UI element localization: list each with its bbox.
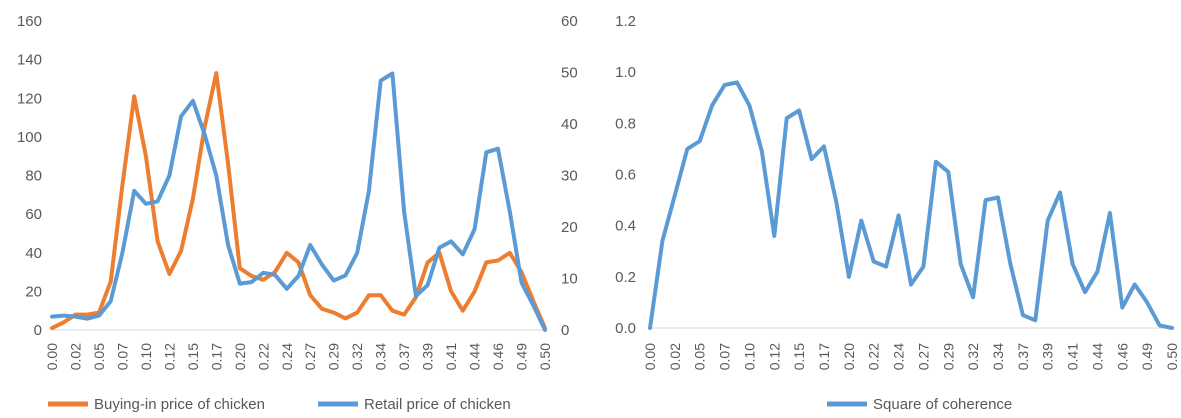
x-tick-label: 0.49: [514, 343, 530, 370]
y-tick-label: 0.2: [615, 269, 636, 286]
x-tick-label: 0.34: [990, 343, 1006, 370]
x-tick-label: 0.50: [537, 343, 553, 370]
x-tick-label: 0.24: [279, 343, 295, 370]
x-tick-label: 0.24: [891, 343, 907, 370]
x-tick-label: 0.15: [791, 343, 807, 370]
y-tick-label: 0.6: [615, 167, 636, 184]
series-line-buying-in-price: [50, 71, 547, 331]
x-tick-label: 0.07: [114, 343, 130, 370]
x-tick-label: 0.46: [1114, 343, 1130, 370]
x-tick-label: 0.05: [692, 343, 708, 370]
x-tick-label: 0.32: [965, 343, 981, 370]
legend-label: Buying-in price of chicken: [94, 396, 265, 413]
x-tick-label: 0.12: [766, 343, 782, 370]
y-right-tick-label: 60: [561, 13, 578, 30]
y-right-tick-label: 10: [561, 271, 578, 288]
y-left-tick-label: 60: [25, 206, 42, 223]
y-left-tick-label: 0: [34, 322, 42, 339]
y-left-tick-label: 40: [25, 245, 42, 262]
y-tick-label: 1.0: [615, 64, 636, 81]
x-tick-label: 0.27: [915, 343, 931, 370]
y-tick-label: 1.2: [615, 13, 636, 30]
x-tick-label: 0.00: [44, 343, 60, 370]
y-right-tick-label: 20: [561, 219, 578, 236]
x-tick-label: 0.05: [91, 343, 107, 370]
y-left-tick-label: 20: [25, 283, 42, 300]
x-tick-label: 0.12: [161, 343, 177, 370]
x-tick-label: 0.44: [467, 343, 483, 370]
x-tick-label: 0.02: [67, 343, 83, 370]
chart-coherence: 0.0 0.2 0.4 0.6 0.8 1.0 1.2 0.00 0.02 0.05 0.07 0.1…: [615, 13, 1180, 413]
x-tick-label: 0.15: [185, 343, 201, 370]
y-left-tick-label: 140: [17, 52, 42, 69]
y-right-tick-label: 50: [561, 65, 578, 82]
x-tick-label: 0.22: [866, 343, 882, 370]
y-tick-label: 0.8: [615, 115, 636, 132]
x-tick-label: 0.22: [255, 343, 271, 370]
x-tick-label: 0.39: [1040, 343, 1056, 370]
series-line-coherence: [648, 80, 1174, 330]
series-line-retail-price: [50, 71, 547, 332]
y-left-tick-label: 120: [17, 90, 42, 107]
x-tick-label: 0.46: [490, 343, 506, 370]
x-tick-label: 0.10: [741, 343, 757, 370]
x-tick-label: 0.49: [1139, 343, 1155, 370]
y-right-tick-label: 40: [561, 116, 578, 133]
x-tick-label: 0.41: [443, 343, 459, 370]
x-tick-label: 0.00: [642, 343, 658, 370]
x-tick-label: 0.17: [208, 343, 224, 370]
x-tick-label: 0.41: [1065, 343, 1081, 370]
x-tick-label: 0.17: [816, 343, 832, 370]
legend-label: Square of coherence: [873, 396, 1012, 413]
x-tick-label: 0.07: [717, 343, 733, 370]
y-left-tick-label: 160: [17, 13, 42, 30]
chart-prices: 0 20 40 60 80 100 120 140 160 0 10 20 30 40 50 60 0.00 0.…: [17, 13, 578, 413]
x-tick-label: 0.27: [302, 343, 318, 370]
y-right-tick-label: 30: [561, 168, 578, 185]
y-right-tick-label: 0: [561, 322, 569, 339]
legend-label: Retail price of chicken: [364, 396, 511, 413]
y-left-tick-label: 80: [25, 168, 42, 185]
y-left-tick-label: 100: [17, 129, 42, 146]
x-tick-label: 0.02: [667, 343, 683, 370]
x-tick-label: 0.34: [373, 343, 389, 370]
y-tick-label: 0.0: [615, 320, 636, 337]
x-tick-label: 0.39: [420, 343, 436, 370]
x-tick-label: 0.20: [841, 343, 857, 370]
x-tick-label: 0.50: [1164, 343, 1180, 370]
x-tick-label: 0.29: [940, 343, 956, 370]
x-tick-label: 0.37: [396, 343, 412, 370]
x-tick-label: 0.20: [232, 343, 248, 370]
x-tick-label: 0.37: [1015, 343, 1031, 370]
x-tick-label: 0.10: [138, 343, 154, 370]
x-tick-label: 0.29: [326, 343, 342, 370]
x-tick-label: 0.44: [1089, 343, 1105, 370]
y-tick-label: 0.4: [615, 218, 636, 235]
x-tick-label: 0.32: [349, 343, 365, 370]
